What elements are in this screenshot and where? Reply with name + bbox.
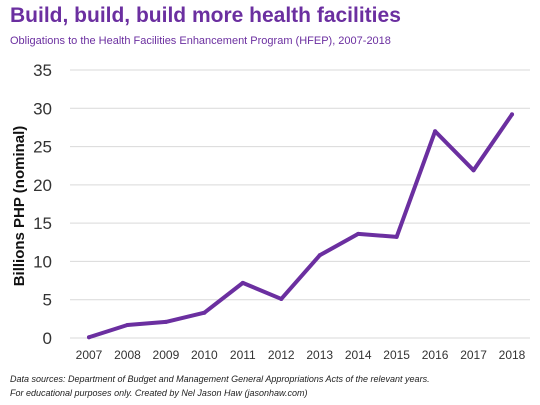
- chart-title: Build, build, build more health faciliti…: [10, 4, 401, 27]
- x-tick-label: 2013: [306, 348, 333, 362]
- y-tick-label: 0: [43, 329, 52, 348]
- data-sources-note: Data sources: Department of Budget and M…: [10, 374, 430, 384]
- data-point: [279, 296, 284, 301]
- x-tick-label: 2014: [345, 348, 372, 362]
- x-tick-label: 2010: [191, 348, 218, 362]
- chart-subtitle: Obligations to the Health Facilities Enh…: [10, 35, 391, 47]
- data-point: [240, 280, 245, 285]
- data-point: [471, 168, 476, 173]
- x-tick-label: 2011: [230, 348, 256, 362]
- x-tick-label: 2009: [153, 348, 180, 362]
- y-tick-label: 25: [33, 138, 52, 157]
- x-tick-label: 2018: [499, 348, 526, 362]
- x-tick-label: 2016: [422, 348, 449, 362]
- y-tick-label: 30: [33, 99, 52, 118]
- data-point: [510, 112, 514, 117]
- data-point: [125, 322, 130, 327]
- data-point: [317, 253, 322, 258]
- data-point: [356, 231, 361, 236]
- data-point: [87, 335, 91, 340]
- data-point: [202, 310, 207, 315]
- data-point: [394, 234, 399, 239]
- x-tick-label: 2012: [268, 348, 295, 362]
- y-tick-label: 10: [33, 252, 52, 271]
- series-line: [87, 112, 514, 340]
- x-tick-label: 2008: [114, 348, 141, 362]
- x-tick-label: 2007: [76, 348, 103, 362]
- y-tick-label: 15: [33, 214, 52, 233]
- y-tick-label: 5: [43, 291, 52, 310]
- y-tick-label: 35: [33, 61, 52, 80]
- x-tick-label: 2017: [460, 348, 487, 362]
- x-tick-label: 2015: [383, 348, 410, 362]
- data-point: [433, 129, 438, 134]
- y-tick-label: 20: [33, 176, 52, 195]
- credit-note: For educational purposes only. Created b…: [10, 388, 308, 398]
- data-point: [163, 319, 168, 324]
- y-axis-label: Billions PHP (nominal): [11, 126, 28, 287]
